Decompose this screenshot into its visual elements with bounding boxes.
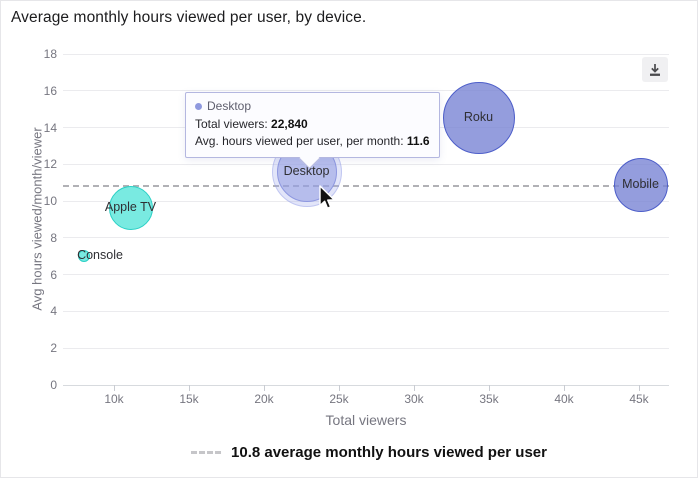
x-tick-label-35k: 35k — [479, 392, 499, 406]
y-tick-label-2: 2 — [50, 341, 57, 356]
y-tick-label-4: 4 — [50, 304, 57, 319]
x-tick-label-20k: 20k — [254, 392, 274, 406]
tooltip-total-viewers-label: Total viewers: — [195, 117, 272, 131]
tooltip-avg-hours: Avg. hours viewed per user, per month: 1… — [195, 133, 430, 150]
x-tick-mark-40k — [564, 385, 565, 391]
gridline-y-6 — [63, 274, 669, 276]
x-tick-mark-20k — [264, 385, 265, 391]
y-tick-label-12: 12 — [43, 157, 57, 172]
gridline-y-8 — [63, 237, 669, 239]
tooltip-series-row: Desktop — [195, 99, 430, 113]
dashed-line-swatch — [191, 451, 222, 454]
x-tick-label-10k: 10k — [104, 392, 124, 406]
x-tick-label-40k: 40k — [554, 392, 574, 406]
tooltip-total-viewers-value: 22,840 — [271, 117, 308, 131]
reference-line-legend-label: 10.8 average monthly hours viewed per us… — [231, 444, 547, 461]
x-tick-mark-35k — [489, 385, 490, 391]
y-tick-label-18: 18 — [43, 47, 57, 61]
tooltip-total-viewers: Total viewers: 22,840 — [195, 116, 430, 133]
x-tick-label-45k: 45k — [629, 392, 649, 406]
y-tick-label-0: 0 — [50, 378, 57, 392]
download-button[interactable] — [642, 57, 668, 82]
x-tick-label-25k: 25k — [329, 392, 349, 406]
y-tick-label-8: 8 — [50, 230, 57, 245]
gridline-y-16 — [63, 90, 669, 92]
average-reference-line — [63, 185, 669, 188]
bubble-mobile[interactable] — [613, 157, 668, 212]
bubble-label-console: Console — [77, 248, 123, 263]
gridline-y-4 — [63, 310, 669, 312]
y-tick-label-16: 16 — [43, 83, 57, 98]
y-tick-label-6: 6 — [50, 267, 57, 282]
y-tick-label-14: 14 — [43, 120, 57, 135]
x-tick-mark-30k — [414, 385, 415, 391]
x-tick-label-30k: 30k — [404, 392, 424, 406]
tooltip-avg-hours-value: 11.6 — [406, 134, 430, 148]
reference-line-legend: 10.8 average monthly hours viewed per us… — [191, 444, 547, 461]
gridline-y-10 — [63, 200, 669, 202]
series-color-dot-icon — [195, 102, 202, 110]
bubble-console[interactable] — [78, 250, 90, 263]
gridline-y-0 — [63, 384, 669, 386]
gridline-y-18 — [63, 53, 669, 55]
x-tick-mark-15k — [189, 385, 190, 391]
x-tick-mark-45k — [639, 385, 640, 391]
gridline-y-2 — [63, 347, 669, 349]
hover-tooltip: Desktop Total viewers: 22,840 Avg. hours… — [185, 92, 440, 169]
download-icon — [650, 63, 660, 76]
x-axis-title: Total viewers — [325, 412, 407, 428]
y-axis-title: Avg hours viewed/month/viewer — [29, 127, 45, 311]
x-tick-mark-25k — [339, 385, 340, 391]
chart-title: Average monthly hours viewed per user, b… — [11, 9, 367, 26]
x-tick-mark-10k — [114, 385, 115, 391]
x-tick-label-15k: 15k — [179, 392, 199, 406]
tooltip-series-name: Desktop — [207, 99, 252, 113]
bubble-roku[interactable] — [442, 82, 515, 155]
y-tick-label-10: 10 — [43, 194, 57, 209]
gridline-y-12 — [63, 163, 669, 165]
bubble-apple-tv[interactable] — [108, 186, 153, 231]
mouse-cursor-icon — [319, 185, 335, 209]
tooltip-avg-hours-label: Avg. hours viewed per user, per month: — [195, 134, 407, 148]
